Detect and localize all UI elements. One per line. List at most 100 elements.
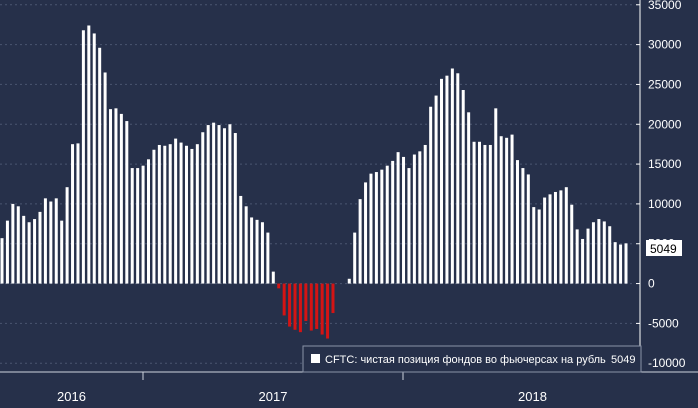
bar <box>27 222 31 284</box>
last-value-label: 5049 <box>650 242 677 256</box>
bar <box>157 144 161 284</box>
bar <box>60 220 64 284</box>
bar <box>570 204 574 284</box>
bar <box>526 174 530 284</box>
bar <box>136 168 140 284</box>
bar <box>423 144 427 284</box>
bar <box>293 283 297 330</box>
bar <box>532 207 536 284</box>
bar <box>358 199 362 284</box>
bar <box>304 283 308 322</box>
bar <box>152 149 156 284</box>
legend-swatch <box>311 354 320 363</box>
bar <box>298 283 302 333</box>
bar <box>271 271 275 284</box>
bar <box>364 182 368 284</box>
bar <box>559 190 563 284</box>
bar <box>109 109 113 284</box>
bar <box>483 144 487 284</box>
bar <box>277 283 281 289</box>
bar <box>309 283 313 331</box>
bar <box>543 197 547 284</box>
y-tick-label: 25000 <box>648 77 682 91</box>
y-tick-label: 10000 <box>648 197 682 211</box>
bar <box>195 144 199 284</box>
bar <box>114 108 118 284</box>
bar <box>163 145 167 284</box>
bar <box>510 134 514 284</box>
bar <box>147 159 150 284</box>
bar <box>54 198 58 284</box>
bar <box>515 160 519 284</box>
bar <box>222 128 226 284</box>
bar <box>81 30 85 284</box>
bar <box>217 125 221 284</box>
bar <box>250 217 254 284</box>
bar <box>11 203 15 284</box>
bar <box>22 215 26 284</box>
x-tick-label: 2017 <box>259 389 288 404</box>
bar <box>548 194 552 284</box>
bar <box>385 165 389 284</box>
bar <box>38 211 42 284</box>
bar <box>168 144 172 284</box>
legend-series-name: CFTC: чистая позиция фондов во фьючерсах… <box>325 354 606 366</box>
bar <box>456 73 460 284</box>
y-tick-label: -10000 <box>648 356 686 370</box>
bar <box>445 75 449 284</box>
bar <box>586 228 590 284</box>
bar <box>564 187 568 284</box>
bar <box>450 68 454 284</box>
y-tick-label: 30000 <box>648 38 682 52</box>
y-tick-label: 35000 <box>648 0 682 12</box>
bar <box>391 160 395 284</box>
bar <box>374 172 378 284</box>
bar <box>244 206 248 284</box>
bar <box>288 283 292 327</box>
bar <box>71 144 75 284</box>
bar <box>16 206 20 284</box>
bar <box>125 121 129 284</box>
bar <box>130 168 134 284</box>
y-tick-label: 15000 <box>648 157 682 171</box>
bar <box>505 137 509 284</box>
y-tick-label: 0 <box>648 277 655 291</box>
bar <box>581 238 585 284</box>
legend: CFTC: чистая позиция фондов во фьючерсах… <box>302 345 642 373</box>
bar <box>537 209 541 284</box>
bar <box>472 141 476 284</box>
bar <box>478 141 481 284</box>
bar <box>521 168 525 284</box>
bar <box>5 220 9 284</box>
bar <box>613 242 617 284</box>
x-tick-label: 2018 <box>518 389 547 404</box>
bar <box>174 138 178 284</box>
bar <box>49 201 53 284</box>
y-tick-label: 20000 <box>648 117 682 131</box>
bar <box>228 124 232 284</box>
bar <box>412 154 416 284</box>
bar <box>429 106 433 284</box>
bar <box>402 156 406 284</box>
bar <box>141 165 145 284</box>
bar <box>179 142 183 284</box>
bar <box>326 283 330 339</box>
bar <box>201 132 205 284</box>
bar <box>380 169 384 284</box>
bar <box>0 238 4 284</box>
bar <box>184 145 188 284</box>
bar <box>331 283 335 314</box>
x-axis: 2016 2017 2018 <box>0 371 698 408</box>
bar <box>575 229 579 284</box>
bar <box>347 278 351 284</box>
bar <box>87 25 91 284</box>
bar <box>494 108 498 284</box>
bar <box>33 219 37 284</box>
bar <box>212 122 216 284</box>
bar <box>591 222 595 284</box>
x-tick-label: 2016 <box>57 389 86 404</box>
bar <box>98 47 102 284</box>
bar <box>266 232 270 284</box>
last-value-marker: 5049 <box>646 240 682 256</box>
